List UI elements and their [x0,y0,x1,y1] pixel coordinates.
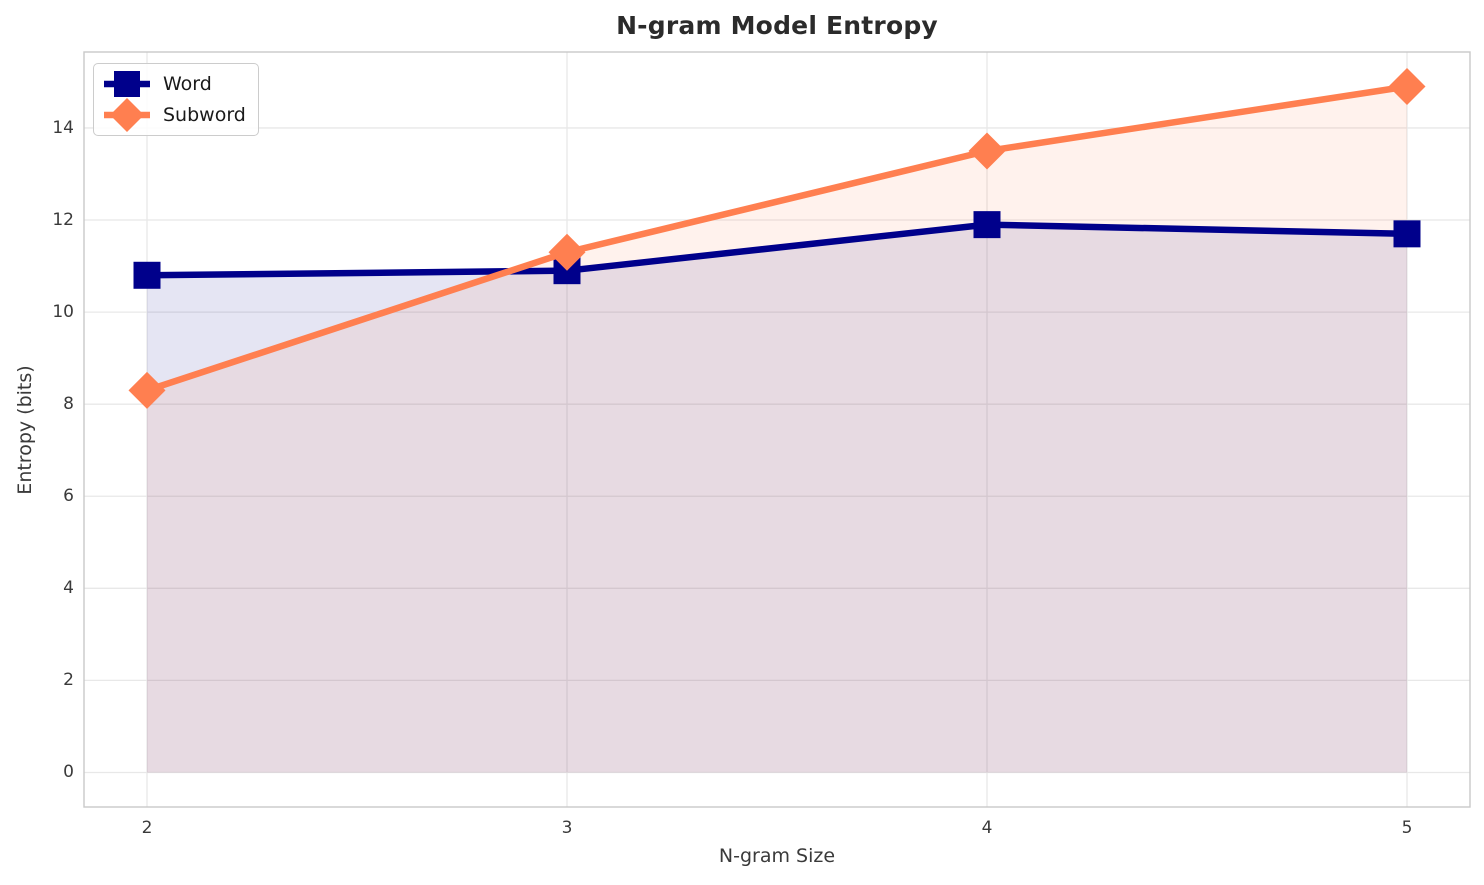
x-axis-label: N-gram Size [718,845,836,867]
x-tick-label: 5 [1401,818,1413,838]
legend: Word Subword [93,63,259,136]
legend-label-subword: Subword [163,104,246,126]
subword-marker [1388,68,1426,106]
y-tick-label: 12 [52,210,74,231]
legend-label-word: Word [163,73,212,95]
axes-border [83,51,1471,808]
y-tick-label: 6 [63,486,74,507]
y-tick-label: 8 [63,394,74,415]
word-marker [1393,220,1421,248]
subword-marker [968,132,1006,170]
y-tick-label: 2 [63,670,74,691]
legend-item-subword: Subword [102,98,246,132]
y-tick-label: 14 [52,117,74,138]
subword-line [145,83,1408,394]
word-marker [133,261,161,289]
word-line [146,221,1408,279]
chart-title: N-gram Model Entropy [616,11,938,40]
word-square-marker-icon [104,71,150,97]
subword-diamond-marker-icon [104,98,150,132]
subword-area [147,86,1407,773]
x-tick-label: 2 [141,818,153,838]
y-tick-label: 10 [52,302,74,323]
y-tick-label: 0 [63,762,74,783]
legend-item-word: Word [102,69,246,99]
x-tick-label: 3 [561,818,573,838]
subword-marker [548,233,586,271]
subword-marker [128,371,166,409]
word-marker [973,211,1001,239]
word-area [147,224,1407,773]
y-tick-label: 4 [63,578,74,599]
x-tick-label: 4 [981,818,993,838]
y-axis-label: Entropy (bits) [14,365,36,495]
